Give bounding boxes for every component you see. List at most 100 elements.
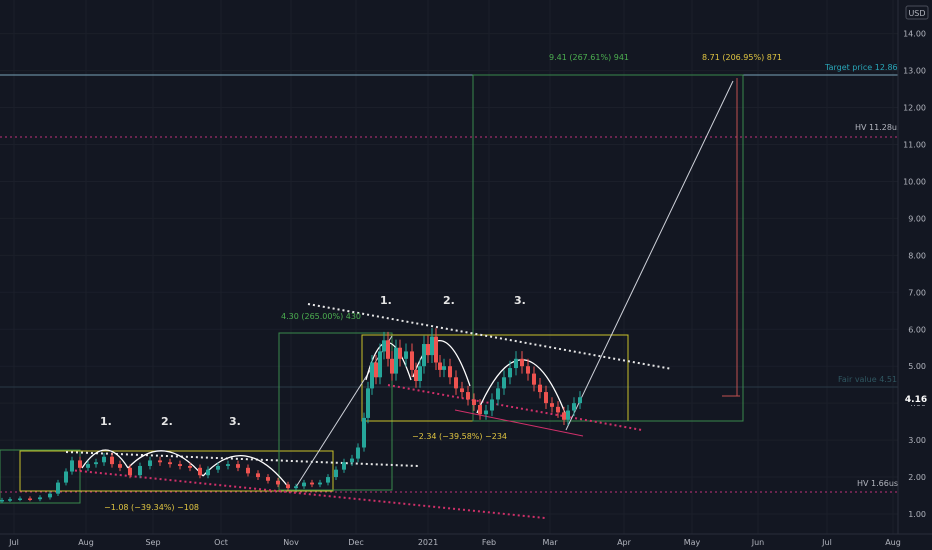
- candle-body: [550, 403, 554, 407]
- time-tick-label: Dec: [348, 538, 363, 547]
- candle-body: [206, 469, 210, 476]
- candle-body: [532, 373, 536, 385]
- candle-body: [48, 493, 52, 498]
- candle-body: [526, 366, 530, 374]
- candle-body: [370, 362, 374, 389]
- arc-left-3: [202, 455, 290, 489]
- candle-body: [378, 351, 382, 378]
- candle-body: [64, 471, 68, 483]
- candle-body: [236, 464, 240, 468]
- candle-body: [398, 347, 402, 359]
- candle-body: [318, 482, 322, 485]
- arc-left-2: [127, 450, 204, 477]
- candle-body: [0, 499, 4, 502]
- candle-body: [342, 462, 346, 470]
- candles: [0, 328, 582, 503]
- candle-body: [490, 399, 494, 411]
- candle-body: [246, 467, 250, 474]
- candle-body: [216, 465, 220, 470]
- price-tick-label: 13.00: [903, 67, 926, 76]
- price-tick-label: 14.00: [903, 30, 926, 39]
- left-pattern-box: [19, 450, 334, 492]
- candle-body: [410, 351, 414, 370]
- candle-body: [374, 362, 378, 378]
- candle-body: [198, 467, 202, 476]
- candle-body: [286, 484, 290, 489]
- measure-big2-label: 8.71 (206.95%) 871: [702, 53, 782, 62]
- current-price-tag: [900, 391, 932, 405]
- price-tick-label: 3.00: [908, 436, 926, 445]
- target-price-label: Target price 12.86usd: [824, 63, 912, 72]
- right-resistance-line: [307, 303, 673, 370]
- price-axis: 1.002.003.004.005.006.007.008.009.0010.0…: [903, 30, 926, 519]
- candle-body: [566, 410, 570, 420]
- candle-body: [362, 417, 366, 448]
- candle-body: [466, 392, 470, 400]
- candle-body: [520, 358, 524, 367]
- time-tick-label: Apr: [617, 538, 632, 547]
- candle-body: [478, 404, 482, 415]
- candle-body: [178, 464, 182, 466]
- candle-body: [430, 336, 434, 356]
- candle-body: [276, 480, 280, 485]
- price-tick-label: 11.00: [903, 141, 926, 150]
- candle-body: [310, 482, 314, 485]
- drop-left-label: −1.08 (−39.34%) −108: [104, 503, 199, 512]
- time-tick-label: Jun: [751, 538, 765, 547]
- candle-body: [414, 369, 418, 381]
- candle-body: [70, 460, 74, 472]
- candle-body: [386, 340, 390, 359]
- candle-body: [356, 447, 360, 459]
- candle-body: [502, 377, 506, 389]
- drop-right-label: −2.34 (−39.58%) −234: [412, 432, 507, 441]
- price-tick-label: 5.00: [908, 362, 926, 371]
- candle-body: [256, 473, 260, 478]
- candle-body: [394, 347, 398, 374]
- currency-box[interactable]: [905, 5, 929, 20]
- hv-low-label: HV 1.66usd: [857, 479, 903, 488]
- grid: [0, 0, 898, 534]
- label-n1-right: 1.: [380, 294, 392, 307]
- candle-body: [158, 460, 162, 463]
- time-tick-label: Jul: [8, 538, 19, 547]
- candle-body: [442, 366, 446, 370]
- arc-right-2: [412, 340, 471, 387]
- right-support-solid: [454, 409, 584, 437]
- label-n3-left: 3.: [229, 415, 241, 428]
- candle-body: [138, 465, 142, 476]
- candle-body: [226, 464, 230, 466]
- candle-body: [334, 469, 338, 478]
- time-tick-label: Jul: [821, 538, 832, 547]
- candle-body: [454, 377, 458, 389]
- candle-body: [38, 497, 42, 500]
- current-price-label: 4.16: [905, 395, 927, 405]
- candle-body: [102, 456, 106, 463]
- big-measure-box: [472, 74, 744, 422]
- fair-value-label: Fair value 4.51usd: [838, 375, 911, 384]
- time-tick-label: Oct: [214, 538, 228, 547]
- price-tick-label: 10.00: [903, 177, 926, 186]
- time-tick-label: Aug: [78, 538, 94, 547]
- price-tick-label: 1.00: [908, 510, 926, 519]
- candle-body: [18, 498, 22, 500]
- price-tick-label: 8.00: [908, 251, 926, 260]
- time-tick-label: Aug: [885, 538, 901, 547]
- candle-body: [572, 403, 576, 411]
- candle-body: [538, 384, 542, 393]
- time-tick-label: May: [684, 538, 701, 547]
- candle-body: [472, 399, 476, 405]
- candle-body: [484, 410, 488, 415]
- candle-body: [544, 392, 548, 404]
- candle-body: [404, 351, 408, 359]
- label-n2-left: 2.: [161, 415, 173, 428]
- candle-body: [418, 366, 422, 381]
- time-tick-label: Mar: [542, 538, 558, 547]
- candle-body: [266, 477, 270, 481]
- candle-body: [562, 412, 566, 420]
- candle-body: [148, 460, 152, 466]
- candle-body: [426, 344, 430, 356]
- candle-body: [118, 464, 122, 468]
- candle-body: [78, 460, 82, 468]
